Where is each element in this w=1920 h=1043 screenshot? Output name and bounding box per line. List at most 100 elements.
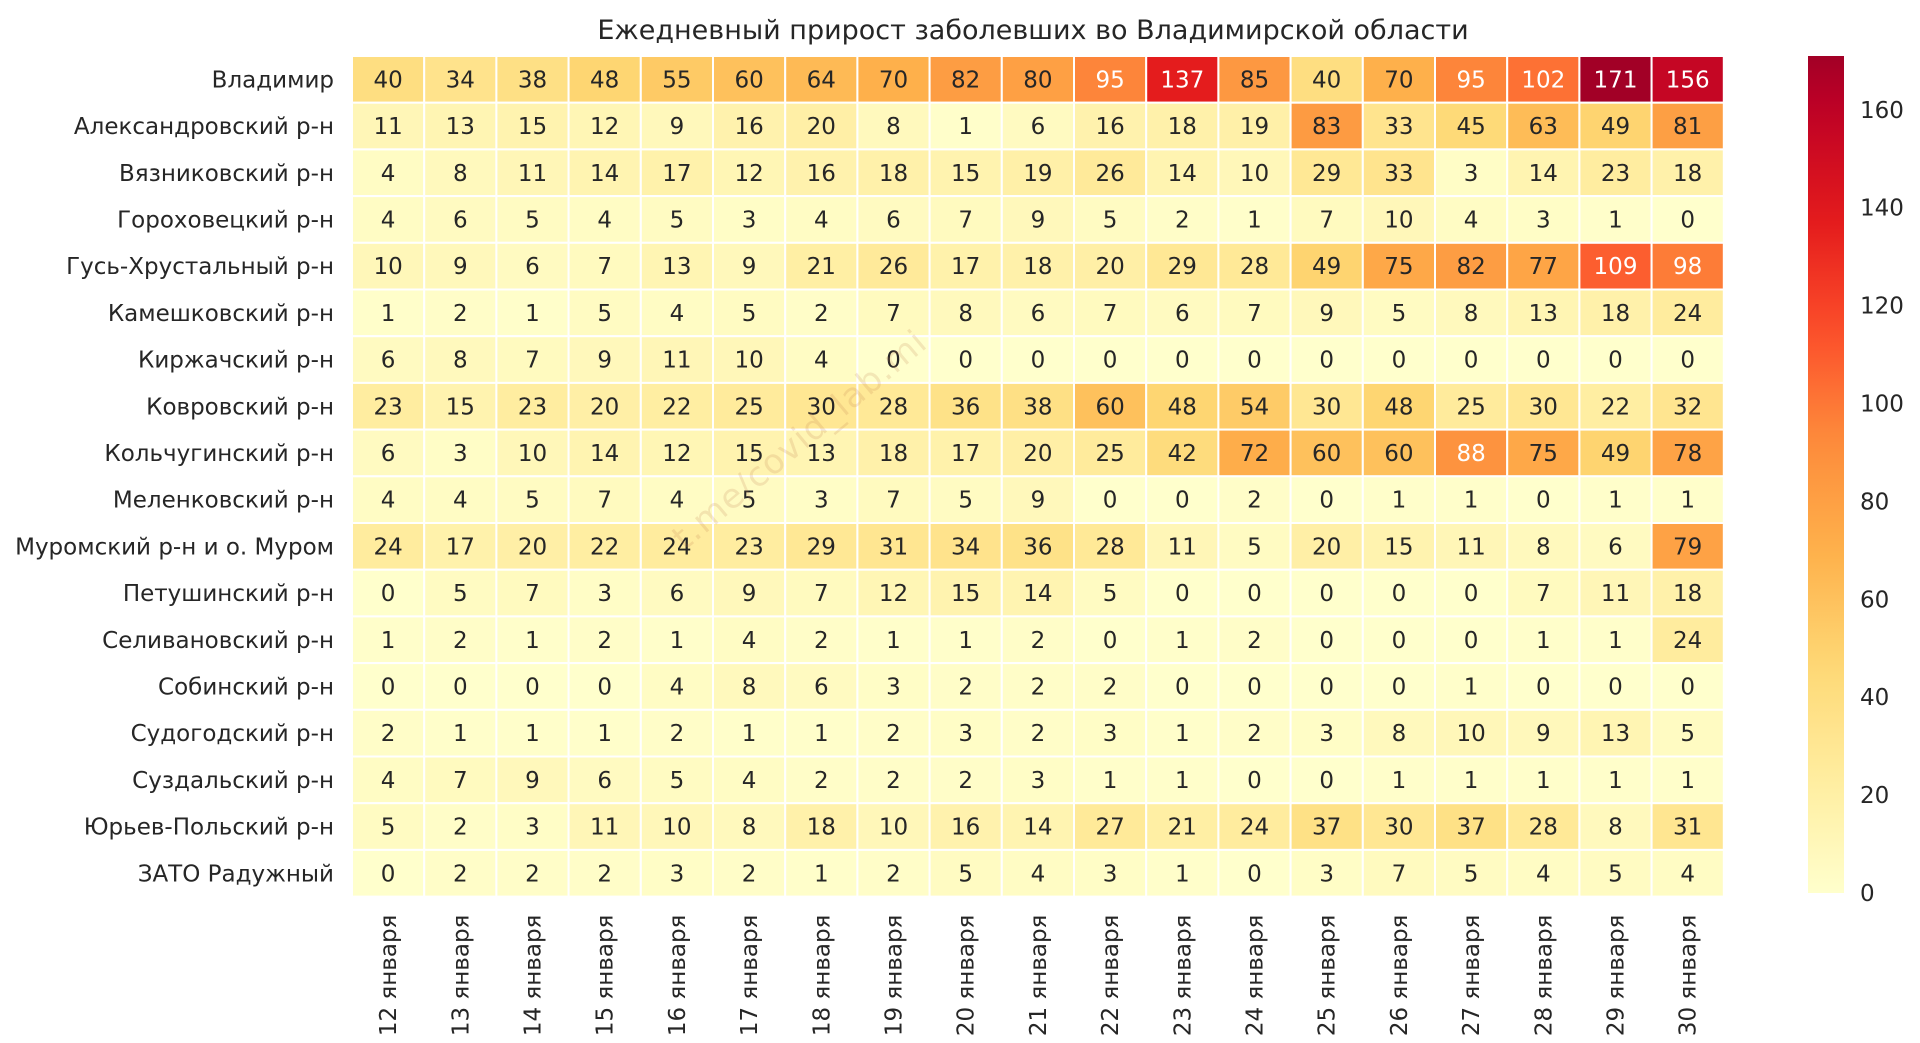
heatmap-cell — [712, 381, 787, 431]
heatmap-cell — [1506, 148, 1581, 198]
column-label: 29 января — [1604, 915, 1630, 1037]
heatmap-cell — [1506, 55, 1581, 104]
cell-value-label: 28 — [1095, 534, 1124, 560]
column-label: 16 января — [665, 915, 691, 1037]
heatmap-cell — [495, 241, 570, 291]
row-label: Собинский р-н — [158, 674, 334, 700]
cell-value-label: 16 — [807, 161, 836, 187]
heatmap-cell — [1361, 755, 1437, 805]
cell-value-label: 7 — [886, 488, 901, 514]
cell-value-label: 7 — [814, 581, 829, 607]
cell-value-label: 4 — [381, 768, 396, 794]
cell-value-label: 0 — [1392, 628, 1407, 654]
cell-value-label: 0 — [1175, 674, 1190, 700]
heatmap-cell — [784, 288, 859, 338]
heatmap-cell — [856, 101, 931, 151]
cell-value-label: 1 — [1392, 488, 1407, 514]
heatmap-cell — [1289, 428, 1364, 478]
cell-value-label: 2 — [886, 861, 901, 887]
cell-value-label: 77 — [1529, 254, 1558, 280]
heatmap-cell — [423, 848, 498, 898]
cell-value-label: 3 — [742, 207, 757, 233]
heatmap-cell — [639, 475, 714, 524]
cell-value-label: 2 — [1031, 628, 1046, 654]
heatmap-cell — [1650, 802, 1725, 851]
cell-value-label: 49 — [1601, 114, 1630, 140]
cell-value-label: 34 — [951, 534, 980, 560]
cell-value-label: 3 — [1536, 207, 1551, 233]
row-label: Суздальский р-н — [132, 768, 334, 794]
cell-value-label: 1 — [1608, 488, 1623, 514]
cell-value-label: 6 — [670, 581, 685, 607]
heatmap-cell — [1578, 662, 1653, 711]
heatmap-cell — [1434, 522, 1509, 571]
cell-value-label: 1 — [814, 721, 829, 747]
cell-value-label: 0 — [1103, 628, 1118, 654]
heatmap-cell — [1434, 848, 1509, 898]
cell-value-label: 18 — [1673, 581, 1702, 607]
cell-value-label: 2 — [1247, 628, 1262, 654]
cell-value-label: 9 — [597, 348, 612, 374]
heatmap-cell — [856, 802, 931, 851]
cell-value-label: 40 — [373, 67, 402, 93]
cell-value-label: 6 — [1031, 301, 1046, 327]
heatmap-cell — [928, 615, 1003, 665]
heatmap-cell — [1650, 615, 1725, 665]
heatmap-cell — [856, 335, 931, 384]
cell-value-label: 17 — [446, 534, 475, 560]
cell-value-label: 7 — [1319, 207, 1334, 233]
heatmap-cell — [1434, 195, 1509, 244]
heatmap-cell — [1145, 522, 1220, 571]
heatmap-cell — [1361, 381, 1437, 431]
cell-value-label: 5 — [597, 301, 612, 327]
cell-value-label: 24 — [1673, 301, 1702, 327]
cell-value-label: 3 — [814, 488, 829, 514]
cell-value-label: 0 — [1247, 768, 1262, 794]
cell-value-label: 9 — [1536, 721, 1551, 747]
heatmap-cell — [1578, 475, 1653, 524]
cell-value-label: 26 — [879, 254, 908, 280]
heatmap-cell — [1578, 568, 1653, 618]
cell-value-label: 23 — [1601, 161, 1630, 187]
column-label: 13 января — [448, 915, 474, 1037]
cell-value-label: 0 — [1319, 488, 1334, 514]
heatmap-cell — [495, 568, 570, 618]
colorbar-tick-label: 120 — [1860, 294, 1904, 320]
heatmap-cell — [1217, 848, 1292, 898]
heatmap-cell — [928, 522, 1003, 571]
colorbar-tick-label: 40 — [1860, 685, 1889, 711]
cell-value-label: 29 — [1312, 161, 1341, 187]
cell-value-label: 15 — [518, 114, 547, 140]
cell-value-label: 12 — [879, 581, 908, 607]
heatmap-cell — [1578, 522, 1653, 571]
cell-value-label: 0 — [886, 348, 901, 374]
cell-value-label: 4 — [742, 768, 757, 794]
heatmap-cell — [1145, 241, 1220, 291]
heatmap-cell — [1578, 615, 1653, 665]
cell-value-label: 14 — [1168, 161, 1197, 187]
cell-value-label: 4 — [1031, 861, 1046, 887]
cell-value-label: 10 — [662, 815, 691, 841]
cell-value-label: 7 — [597, 488, 612, 514]
heatmap-cell — [1434, 55, 1509, 104]
heatmap-cell — [856, 55, 931, 104]
heatmap-cell — [856, 475, 931, 524]
cell-value-label: 2 — [1247, 488, 1262, 514]
cell-value-label: 20 — [1312, 534, 1341, 560]
cell-value-label: 1 — [525, 301, 540, 327]
cell-value-label: 72 — [1240, 441, 1269, 467]
cell-value-label: 7 — [1536, 581, 1551, 607]
row-label: Гусь-Хрустальный р-н — [66, 254, 334, 280]
cell-value-label: 24 — [662, 534, 691, 560]
heatmap-cell — [351, 381, 426, 431]
cell-value-label: 5 — [1608, 861, 1623, 887]
cell-value-label: 0 — [1536, 488, 1551, 514]
heatmap-cell — [1289, 662, 1364, 711]
cell-value-label: 1 — [1175, 861, 1190, 887]
cell-value-label: 0 — [1319, 348, 1334, 374]
heatmap-cell — [423, 568, 498, 618]
cell-value-label: 13 — [662, 254, 691, 280]
cell-value-label: 10 — [734, 348, 763, 374]
heatmap-cell — [1650, 522, 1725, 571]
cell-value-label: 156 — [1666, 67, 1710, 93]
